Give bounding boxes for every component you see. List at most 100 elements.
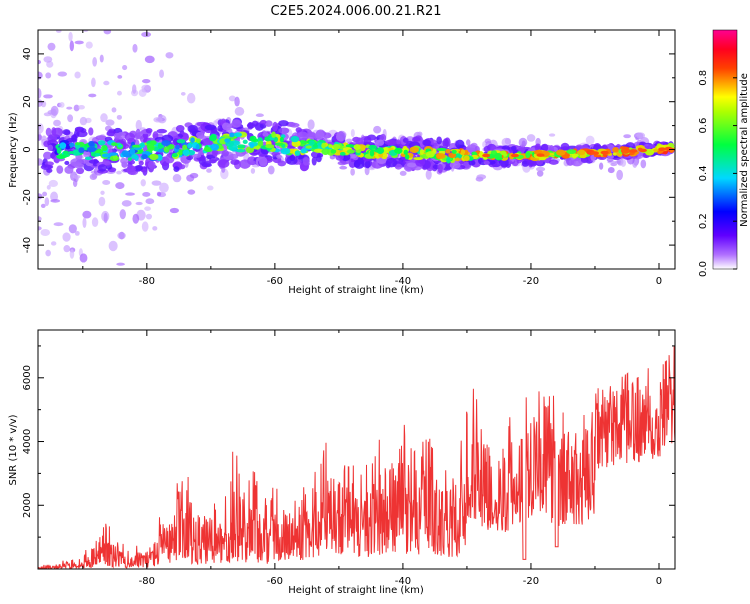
heatmap-core xyxy=(460,149,466,155)
heatmap-band xyxy=(101,160,112,166)
heatmap-panel: -80 -60 -40 -20 0 -40 -20 0 20 40 Height of strai… xyxy=(8,29,676,296)
heatmap-band xyxy=(311,156,317,166)
heatmap-band xyxy=(148,160,156,170)
heatmap-band xyxy=(278,127,290,134)
heatmap-ylabel: Frequency (Hz) xyxy=(8,112,19,188)
heatmap-hotspot xyxy=(536,153,545,157)
heatmap-core xyxy=(257,140,264,147)
heatmap-core xyxy=(290,135,300,143)
heatmap-core xyxy=(95,153,101,157)
heatmap-hotspot xyxy=(629,149,638,153)
heatmap-core xyxy=(178,149,183,156)
heatmap-core xyxy=(59,142,67,149)
heatmap-speckle xyxy=(38,60,41,65)
heatmap-speckle xyxy=(38,193,43,200)
heatmap-band xyxy=(204,124,217,131)
snr-ytick-label: 2000 xyxy=(22,493,33,518)
heatmap-ytick-label: -20 xyxy=(22,189,33,205)
heatmap-speckle xyxy=(105,119,115,126)
heatmap-band xyxy=(364,160,371,169)
snr-xtick-label: -40 xyxy=(395,576,411,587)
heatmap-core xyxy=(446,156,451,164)
heatmap-band xyxy=(422,139,431,146)
heatmap-core xyxy=(195,144,200,150)
heatmap-speckle xyxy=(45,249,51,257)
heatmap-xtick-label: -60 xyxy=(267,276,283,287)
heatmap-hotspot xyxy=(658,147,667,152)
heatmap-speckle xyxy=(68,224,77,234)
heatmap-core xyxy=(339,151,346,156)
heatmap-ticks: -80 -60 -40 -20 0 -40 -20 0 20 40 xyxy=(22,29,675,287)
heatmap-speckle xyxy=(125,192,135,196)
heatmap-speckle xyxy=(234,106,245,116)
heatmap-speckle xyxy=(172,174,182,183)
heatmap-core xyxy=(94,149,103,154)
heatmap-speckle xyxy=(38,216,42,222)
heatmap-speckle xyxy=(88,93,97,98)
heatmap-core xyxy=(332,143,341,149)
heatmap-hotspot xyxy=(510,153,519,158)
heatmap-speckle xyxy=(82,210,92,219)
snr-xtick-label: -80 xyxy=(139,576,155,587)
heatmap-band xyxy=(289,154,296,161)
heatmap-ytick-label: 20 xyxy=(22,95,33,108)
heatmap-core xyxy=(394,147,403,154)
heatmap-band xyxy=(191,153,202,159)
heatmap-core xyxy=(161,140,171,146)
heatmap-speckle xyxy=(79,253,88,263)
heatmap-speckle xyxy=(152,226,158,231)
heatmap-band xyxy=(442,138,449,149)
heatmap-speckle xyxy=(119,209,126,220)
heatmap-core xyxy=(556,149,566,156)
snr-ylabel: SNR (10 * v/v) xyxy=(8,414,19,485)
heatmap-core xyxy=(182,149,190,157)
heatmap-core xyxy=(68,151,75,155)
heatmap-speckle xyxy=(536,170,544,177)
heatmap-speckle xyxy=(108,240,118,252)
heatmap-band xyxy=(335,131,346,142)
heatmap-core xyxy=(235,149,246,153)
heatmap-band xyxy=(179,164,186,170)
heatmap-speckle xyxy=(73,275,77,279)
heatmap-core xyxy=(249,142,255,149)
heatmap-band xyxy=(88,127,94,136)
heatmap-speckle xyxy=(103,80,110,86)
heatmap-speckle xyxy=(339,165,348,170)
heatmap-band xyxy=(83,150,91,158)
heatmap-speckle xyxy=(307,119,315,130)
heatmap-core xyxy=(153,146,159,152)
snr-frame xyxy=(37,329,676,570)
heatmap-speckle xyxy=(614,160,623,164)
heatmap-speckle xyxy=(616,169,624,181)
heatmap-ytick-label: 0 xyxy=(22,146,33,152)
heatmap-speckle xyxy=(92,57,98,67)
heatmap-speckle xyxy=(132,43,138,53)
heatmap-band xyxy=(258,156,268,167)
heatmap-band xyxy=(517,147,526,152)
heatmap-band xyxy=(95,135,107,141)
heatmap-speckle xyxy=(45,72,52,79)
heatmap-core xyxy=(413,157,423,161)
heatmap-speckle xyxy=(620,159,627,167)
heatmap-band xyxy=(483,160,490,165)
colorbar-tick-label: 0.2 xyxy=(698,213,709,229)
heatmap-speckle xyxy=(100,190,105,195)
heatmap-band xyxy=(259,119,267,125)
heatmap-ytick-label: 40 xyxy=(22,48,33,61)
heatmap-speckle xyxy=(255,113,264,117)
heatmap-core xyxy=(129,148,136,155)
heatmap-core xyxy=(56,154,66,160)
heatmap-band xyxy=(135,164,144,171)
heatmap-speckle xyxy=(373,125,382,134)
heatmap-band xyxy=(66,137,77,143)
heatmap-speckle xyxy=(169,207,179,214)
heatmap-speckle xyxy=(186,92,196,104)
heatmap-hotspot xyxy=(590,151,599,155)
heatmap-speckle xyxy=(535,166,546,172)
heatmap-speckle xyxy=(89,173,98,181)
heatmap-speckle xyxy=(145,213,152,220)
heatmap-xtick-label: -80 xyxy=(139,276,155,287)
heatmap-speckle xyxy=(140,179,146,187)
heatmap-band xyxy=(40,164,53,171)
heatmap-speckle xyxy=(144,206,151,211)
